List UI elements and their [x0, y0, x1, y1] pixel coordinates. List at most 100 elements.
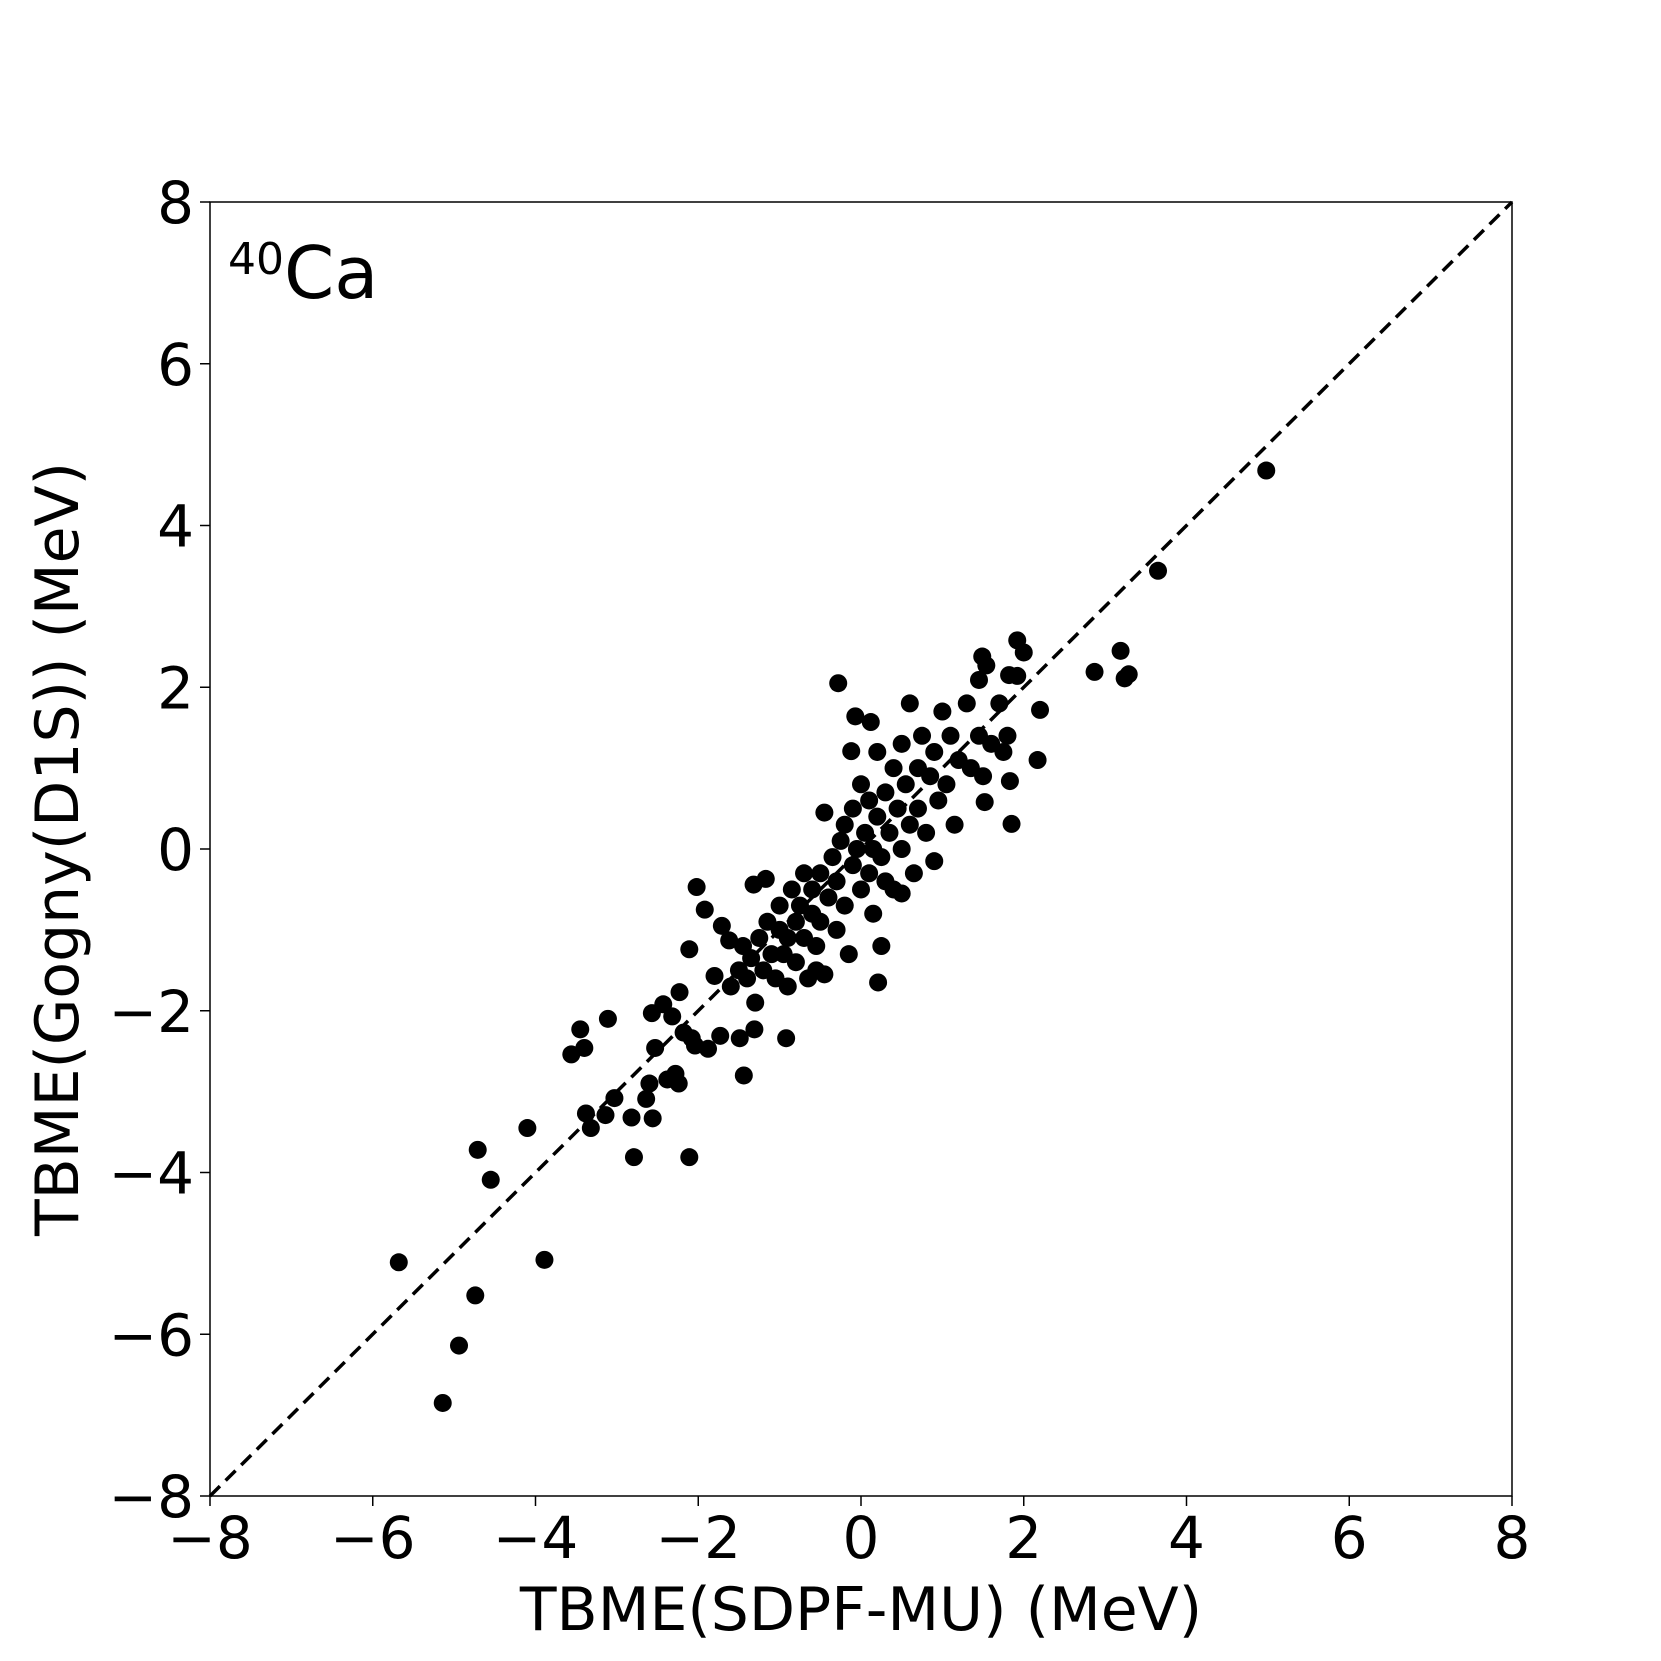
point	[888, 799, 907, 818]
x-tick-label: 8	[1494, 1504, 1531, 1572]
point	[957, 694, 976, 713]
point	[687, 878, 706, 897]
point	[900, 815, 919, 834]
point	[756, 869, 775, 888]
point	[770, 896, 789, 915]
point	[699, 1039, 718, 1058]
point	[868, 742, 887, 761]
point	[827, 920, 846, 939]
point	[843, 799, 862, 818]
point	[925, 852, 944, 871]
point	[1257, 461, 1276, 480]
point	[1119, 665, 1138, 684]
point	[778, 977, 797, 996]
point	[803, 880, 822, 899]
point	[925, 742, 944, 761]
point	[468, 1140, 487, 1159]
point	[846, 707, 865, 726]
x-tick-label: 0	[843, 1504, 880, 1572]
x-tick-label: −4	[493, 1504, 579, 1572]
point	[450, 1336, 469, 1355]
point	[872, 937, 891, 956]
point	[778, 928, 797, 947]
y-tick-label: 6	[157, 331, 194, 399]
point	[750, 928, 769, 947]
point	[680, 1148, 699, 1167]
point	[1031, 700, 1050, 719]
point	[811, 864, 830, 883]
point	[670, 983, 689, 1002]
point	[807, 937, 826, 956]
point	[712, 916, 731, 935]
point	[819, 888, 838, 907]
point	[1149, 561, 1168, 580]
point	[929, 791, 948, 810]
point	[908, 799, 927, 818]
y-tick-label: 0	[157, 816, 194, 884]
point	[900, 694, 919, 713]
point	[624, 1148, 643, 1167]
point	[994, 742, 1013, 761]
point	[823, 848, 842, 867]
point	[852, 775, 870, 794]
y-tick-label: 8	[157, 169, 194, 237]
x-tick-label: −6	[330, 1504, 416, 1572]
point	[829, 674, 848, 693]
point	[622, 1108, 641, 1127]
point	[596, 1106, 615, 1125]
point	[892, 884, 911, 903]
y-tick-label: −8	[109, 1463, 195, 1531]
point	[917, 823, 936, 842]
point	[643, 1109, 662, 1128]
point	[605, 1089, 624, 1108]
point	[1002, 814, 1021, 833]
point	[1014, 643, 1033, 662]
point	[1085, 662, 1104, 681]
point	[945, 815, 964, 834]
point	[933, 702, 952, 721]
x-tick-label: 6	[1331, 1504, 1368, 1572]
point	[782, 880, 801, 899]
point	[876, 783, 895, 802]
y-tick-label: 4	[157, 493, 194, 561]
point	[1028, 751, 1047, 770]
point	[705, 966, 724, 985]
y-tick-label: −4	[109, 1140, 195, 1208]
x-tick-label: −2	[656, 1504, 742, 1572]
x-tick-label: 2	[1005, 1504, 1042, 1572]
point	[921, 767, 940, 786]
point	[892, 734, 911, 753]
point	[872, 848, 891, 867]
point	[518, 1119, 537, 1138]
point	[777, 1029, 796, 1048]
point	[680, 940, 699, 959]
point	[880, 823, 899, 842]
point	[389, 1253, 408, 1272]
point	[663, 1007, 682, 1026]
point	[977, 656, 996, 675]
point	[745, 1020, 764, 1039]
point	[852, 880, 870, 899]
point	[535, 1250, 554, 1269]
point	[847, 840, 866, 858]
point	[466, 1286, 485, 1305]
point	[481, 1170, 500, 1189]
point	[734, 1066, 753, 1085]
point	[1111, 641, 1130, 660]
y-axis-title: TBME(Gogny(D1S)) (MeV)	[23, 462, 93, 1237]
point	[746, 993, 765, 1012]
point	[827, 872, 846, 891]
point	[856, 823, 875, 842]
point	[811, 912, 830, 931]
point	[831, 831, 850, 850]
point	[904, 864, 923, 883]
point	[974, 767, 993, 786]
point	[807, 961, 826, 980]
point	[575, 1038, 594, 1057]
point	[795, 864, 814, 883]
point	[975, 793, 994, 812]
point	[730, 1029, 749, 1048]
plot-frame	[209, 201, 1513, 1497]
point	[720, 931, 739, 950]
